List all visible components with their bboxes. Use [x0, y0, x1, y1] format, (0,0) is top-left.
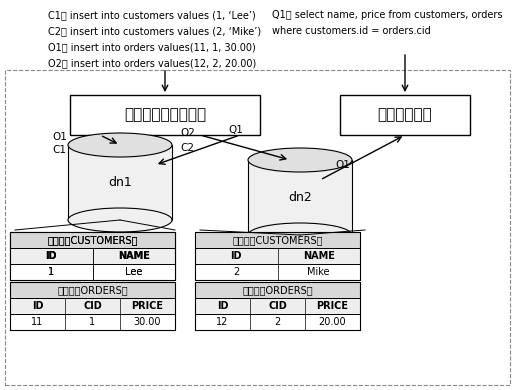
Ellipse shape: [248, 223, 352, 247]
Bar: [10, 298, 175, 314]
Text: 11: 11: [31, 317, 44, 327]
Text: 1: 1: [48, 267, 54, 277]
Bar: [10, 282, 175, 298]
Text: 分片表（ORDERS）: 分片表（ORDERS）: [242, 285, 313, 295]
Bar: [195, 314, 360, 330]
Text: C1: C1: [52, 145, 66, 155]
Text: dn2: dn2: [288, 191, 312, 204]
Text: 1: 1: [48, 267, 54, 277]
Text: 查询合并模块: 查询合并模块: [378, 108, 432, 122]
Ellipse shape: [68, 133, 172, 157]
Text: ID: ID: [46, 251, 57, 261]
Text: Q1: Q1: [335, 160, 350, 170]
Bar: [10, 232, 175, 248]
Text: CID: CID: [268, 301, 287, 311]
Text: C2: C2: [180, 143, 194, 153]
Bar: [10, 232, 175, 280]
Text: 分片表（CUSTOMERS）: 分片表（CUSTOMERS）: [47, 235, 138, 245]
Bar: [195, 264, 360, 280]
Bar: [195, 232, 360, 248]
Text: Lee: Lee: [125, 267, 142, 277]
Text: Mike: Mike: [307, 267, 330, 277]
Text: where customers.id = orders.cid: where customers.id = orders.cid: [272, 26, 431, 36]
Text: 2: 2: [233, 267, 240, 277]
Text: Lee: Lee: [125, 267, 142, 277]
Text: PRICE: PRICE: [132, 301, 163, 311]
Text: C1： insert into customers values (1, ‘Lee’): C1： insert into customers values (1, ‘Le…: [48, 10, 256, 20]
Bar: [10, 314, 175, 330]
Bar: [340, 95, 470, 135]
Text: dn1: dn1: [108, 176, 132, 189]
Text: O2: O2: [180, 128, 195, 138]
Bar: [195, 298, 360, 314]
Text: CID: CID: [83, 301, 102, 311]
Bar: [68, 145, 172, 220]
Text: 20.00: 20.00: [319, 317, 346, 327]
Text: O1: O1: [52, 132, 67, 142]
Text: O1： insert into orders values(11, 1, 30.00): O1： insert into orders values(11, 1, 30.…: [48, 42, 256, 52]
Bar: [10, 248, 175, 264]
Bar: [195, 282, 360, 330]
Bar: [70, 95, 260, 135]
Text: 30.00: 30.00: [134, 317, 161, 327]
Text: O2： insert into orders values(12, 2, 20.00): O2： insert into orders values(12, 2, 20.…: [48, 58, 256, 68]
Text: NAME: NAME: [303, 251, 335, 261]
Text: 12: 12: [216, 317, 229, 327]
Bar: [10, 282, 175, 330]
Bar: [195, 232, 360, 280]
Bar: [5, 70, 510, 385]
Bar: [10, 264, 175, 280]
Text: PRICE: PRICE: [317, 301, 348, 311]
Text: 分片表关联处理模块: 分片表关联处理模块: [124, 108, 206, 122]
Bar: [10, 232, 175, 248]
Text: NAME: NAME: [118, 251, 150, 261]
Bar: [248, 160, 352, 235]
Bar: [10, 264, 175, 280]
Text: ID: ID: [46, 251, 57, 261]
Text: 2: 2: [274, 317, 281, 327]
Text: 分片表（ORDERS）: 分片表（ORDERS）: [57, 285, 128, 295]
Text: 1: 1: [89, 317, 96, 327]
Text: NAME: NAME: [118, 251, 150, 261]
Bar: [195, 282, 360, 298]
Text: ID: ID: [230, 251, 242, 261]
Text: Q1： select name, price from customers, orders: Q1： select name, price from customers, o…: [272, 10, 503, 20]
Text: 分片表（CUSTOMERS）: 分片表（CUSTOMERS）: [47, 235, 138, 245]
Text: ID: ID: [217, 301, 228, 311]
Text: C2： insert into customers values (2, ‘Mike’): C2： insert into customers values (2, ‘Mi…: [48, 26, 261, 36]
Text: Q1: Q1: [228, 125, 243, 135]
Bar: [195, 248, 360, 264]
Text: ID: ID: [32, 301, 43, 311]
Text: 分片表（CUSTOMERS）: 分片表（CUSTOMERS）: [232, 235, 323, 245]
Ellipse shape: [68, 208, 172, 232]
Bar: [10, 232, 175, 280]
Bar: [10, 248, 175, 264]
Ellipse shape: [248, 148, 352, 172]
